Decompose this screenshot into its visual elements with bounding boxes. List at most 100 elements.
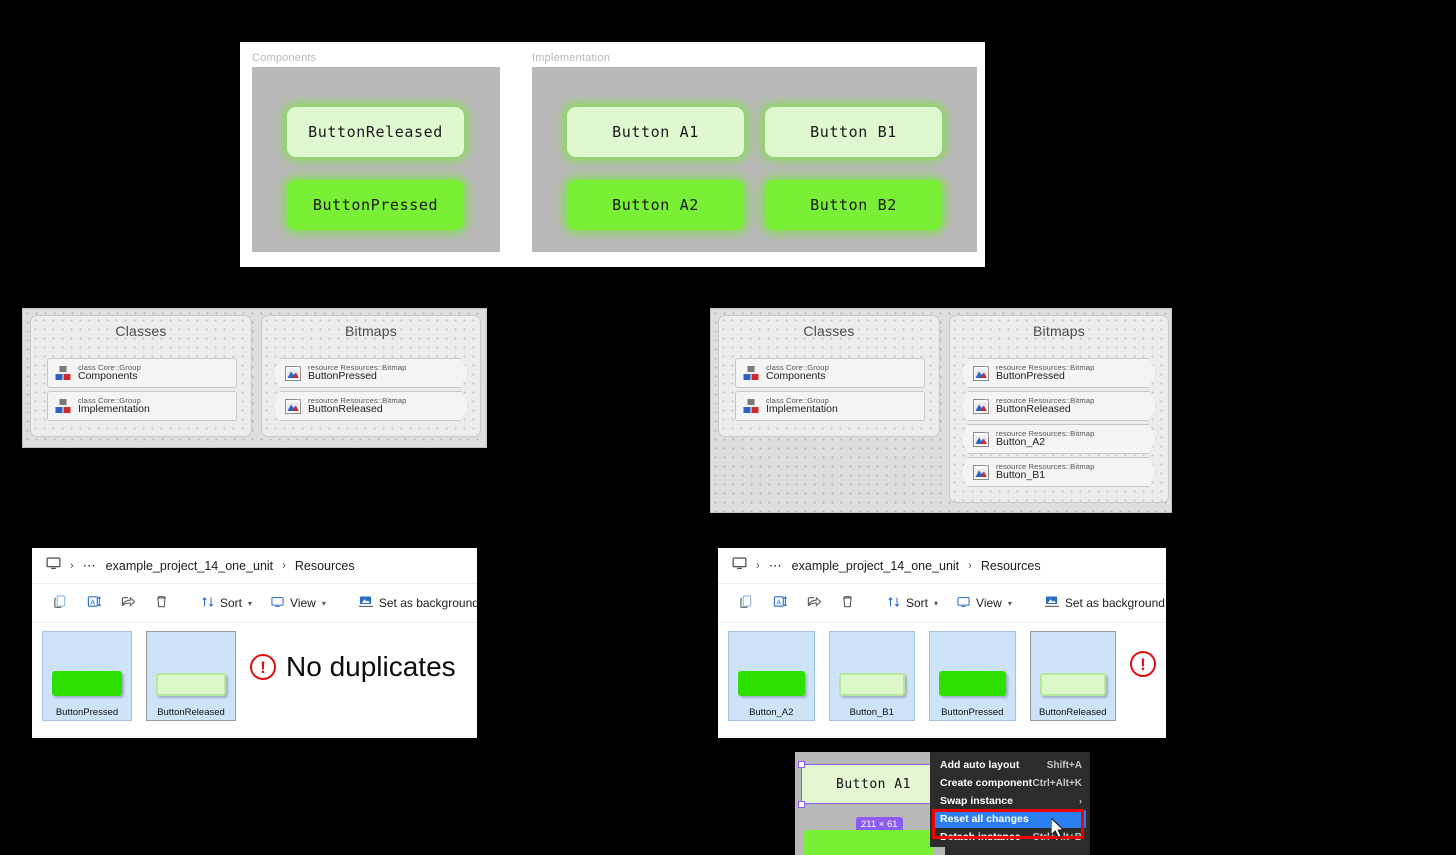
file-item[interactable]: Button_B1	[828, 631, 915, 721]
breadcrumb-item-project[interactable]: example_project_14_one_unit	[105, 558, 274, 573]
figma-context-panel: Button A1 211 × 61 Add auto layout Shift…	[795, 752, 1090, 855]
figma-button-a2[interactable]: Button A2	[567, 180, 744, 230]
breadcrumb-item-resources[interactable]: Resources	[294, 558, 355, 573]
uml-node-buttonpressed[interactable]: resource Resources::Bitmap ButtonPressed	[273, 358, 468, 388]
menu-item-label: Detach instance	[940, 831, 1021, 843]
figma-button-below[interactable]	[803, 830, 933, 855]
uml-node-text: resource Resources::Bitmap Button_B1	[996, 463, 1094, 482]
uml-node-buttonpressed[interactable]: resource Resources::Bitmap ButtonPressed	[961, 358, 1156, 388]
share-button[interactable]	[111, 588, 145, 618]
copy-button[interactable]	[44, 588, 77, 618]
figma-frame-implementation[interactable]: Button A1 Button B1 Button A2 Button B2	[532, 67, 977, 252]
uml-node-components[interactable]: class Core::Group Components	[735, 358, 925, 388]
figma-button-buttonreleased[interactable]: ButtonReleased	[287, 107, 464, 157]
resize-handle-bottom-left[interactable]	[798, 801, 805, 808]
uml-node-kind: resource Resources::Bitmap	[308, 395, 407, 405]
view-button[interactable]: View ▾	[261, 588, 335, 618]
set-as-background-button[interactable]: Set as background	[349, 588, 477, 618]
uml-node-implementation[interactable]: class Core::Group Implementation	[47, 391, 237, 421]
menu-item-label: Add auto layout	[940, 759, 1020, 771]
share-button[interactable]	[797, 588, 831, 618]
bitmap-icon	[972, 430, 991, 449]
share-icon	[120, 594, 136, 612]
file-name: ButtonReleased	[157, 707, 225, 718]
background-icon	[358, 594, 374, 612]
figma-frame-components[interactable]: ButtonReleased ButtonPressed	[252, 67, 500, 252]
copy-button[interactable]	[730, 588, 763, 618]
breadcrumb-overflow[interactable]: ⋯	[768, 557, 783, 573]
menu-item-shortcut: Ctrl+Alt+K	[1032, 777, 1082, 789]
figma-button-label: Button A1	[612, 123, 699, 141]
no-duplicates-text: No duplicates	[286, 651, 456, 682]
chevron-right-icon: ›	[1079, 796, 1082, 806]
uml-node-kind: resource Resources::Bitmap	[996, 362, 1095, 372]
sort-icon	[201, 595, 215, 612]
uml-node-buttonreleased[interactable]: resource Resources::Bitmap ButtonRelease…	[273, 391, 468, 421]
uml-group-title: Bitmaps	[345, 323, 397, 339]
delete-button[interactable]	[831, 588, 864, 618]
breadcrumb-item-resources[interactable]: Resources	[980, 558, 1041, 573]
view-button[interactable]: View ▾	[947, 588, 1021, 618]
uml-node-text: resource Resources::Bitmap ButtonPressed	[996, 364, 1094, 383]
uml-node-buttonreleased[interactable]: resource Resources::Bitmap ButtonRelease…	[961, 391, 1156, 421]
sort-button[interactable]: Sort ▾	[192, 588, 261, 618]
explorer-window-left: › ⋯ example_project_14_one_unit › Resour…	[32, 548, 477, 738]
resize-handle-top-left[interactable]	[798, 761, 805, 768]
alignment-guide-horizontal	[795, 782, 803, 783]
error-icon: !	[1130, 651, 1156, 677]
uml-node-components[interactable]: class Core::Group Components	[47, 358, 237, 388]
rename-button[interactable]: A	[77, 588, 111, 618]
uml-node-button-b1[interactable]: resource Resources::Bitmap Button_B1	[961, 457, 1156, 487]
file-thumbnail	[939, 671, 1006, 696]
duplicates-annotation: !	[1130, 651, 1166, 677]
file-item[interactable]: ButtonReleased	[1029, 631, 1116, 721]
monitor-icon[interactable]	[732, 556, 747, 576]
menu-item-reset-all-changes[interactable]: Reset all changes	[934, 810, 1086, 828]
uml-node-button-a2[interactable]: resource Resources::Bitmap Button_A2	[961, 424, 1156, 454]
breadcrumb: › ⋯ example_project_14_one_unit › Resour…	[32, 548, 477, 584]
figma-preview-panel: Components ButtonReleased ButtonPressed …	[240, 42, 985, 267]
uml-node-text: class Core::Group Implementation	[766, 396, 838, 416]
figma-button-buttonpressed[interactable]: ButtonPressed	[287, 180, 464, 230]
dimension-badge: 211 × 61	[856, 817, 903, 832]
sort-button[interactable]: Sort ▾	[878, 588, 947, 618]
chevron-down-icon: ▾	[321, 598, 326, 608]
uml-node-text: resource Resources::Bitmap ButtonRelease…	[996, 397, 1094, 416]
file-item[interactable]: ButtonPressed	[42, 631, 132, 721]
menu-item-create-component[interactable]: Create component Ctrl+Alt+K	[930, 774, 1090, 792]
uml-node-kind: class Core::Group	[78, 362, 141, 372]
uml-node-kind: class Core::Group	[78, 395, 141, 405]
chevron-down-icon: ▾	[934, 598, 939, 608]
breadcrumb-item-project[interactable]: example_project_14_one_unit	[791, 558, 960, 573]
view-icon	[956, 595, 971, 612]
set-as-background-button[interactable]: Set as background	[1035, 588, 1166, 618]
menu-item-swap-instance[interactable]: Swap instance ›	[930, 792, 1090, 810]
figma-button-b2[interactable]: Button B2	[765, 180, 942, 230]
figma-group-implementation: Implementation Button A1 Button B1 Butto…	[532, 52, 977, 252]
file-item[interactable]: ButtonReleased	[146, 631, 236, 721]
svg-text:A: A	[90, 599, 95, 606]
class-icon	[742, 397, 761, 416]
file-item[interactable]: Button_A2	[728, 631, 815, 721]
uml-node-implementation[interactable]: class Core::Group Implementation	[735, 391, 925, 421]
uml-node-name: Components	[766, 370, 826, 383]
figma-button-b1[interactable]: Button B1	[765, 107, 942, 157]
rename-button[interactable]: A	[763, 588, 797, 618]
monitor-icon[interactable]	[46, 556, 61, 576]
breadcrumb-overflow[interactable]: ⋯	[82, 557, 97, 573]
figma-button-a1[interactable]: Button A1	[567, 107, 744, 157]
uml-node-name: Implementation	[78, 403, 150, 416]
view-label: View	[290, 596, 316, 610]
rename-icon: A	[772, 594, 788, 612]
menu-item-add-auto-layout[interactable]: Add auto layout Shift+A	[930, 756, 1090, 774]
class-icon	[54, 397, 73, 416]
uml-group-classes-right: Classes class Core::Group Components	[718, 315, 940, 437]
uml-node-kind: class Core::Group	[766, 362, 829, 372]
bitmap-icon	[972, 463, 991, 482]
uml-node-name: ButtonReleased	[996, 403, 1071, 416]
menu-item-label: Create component	[940, 777, 1033, 789]
delete-button[interactable]	[145, 588, 178, 618]
view-label: View	[976, 596, 1002, 610]
file-item[interactable]: ButtonPressed	[929, 631, 1016, 721]
figma-selected-button[interactable]: Button A1	[801, 764, 945, 804]
